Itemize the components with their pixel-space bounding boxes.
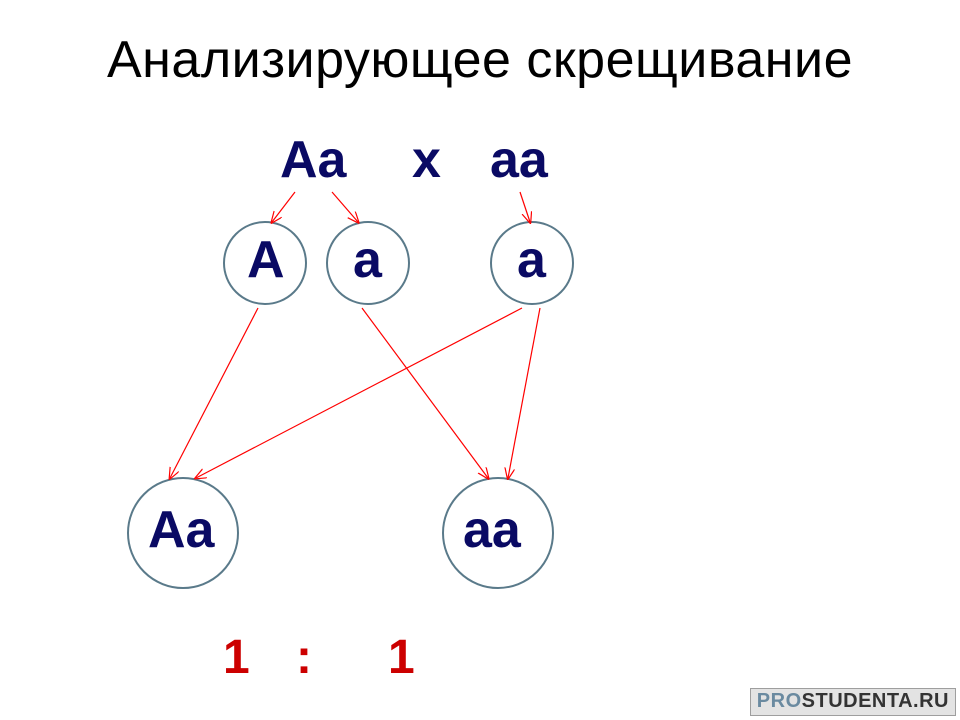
gamete-1-label: A [247,230,285,290]
arrows-layer [0,0,960,720]
parent-2-genotype: aa [490,130,548,190]
parent-1-genotype: Aa [280,130,346,190]
offspring-1-label: Aa [148,500,214,560]
gamete-2-label: a [353,230,382,290]
ratio-colon: : [296,630,312,685]
watermark: PROSTUDENTA.RU [750,688,956,716]
watermark-pro: PRO [757,690,802,712]
gamete-3-label: a [517,230,546,290]
offspring-2-label: aa [463,500,521,560]
cross-symbol: х [412,130,441,190]
watermark-rest: STUDENTA.RU [802,690,949,712]
ratio-value-2: 1 [388,630,415,685]
diagram-stage: Анализирующее скрещивание Aa х aa A a a … [0,0,960,720]
ratio-value-1: 1 [223,630,250,685]
diagram-title: Анализирующее скрещивание [0,30,960,90]
